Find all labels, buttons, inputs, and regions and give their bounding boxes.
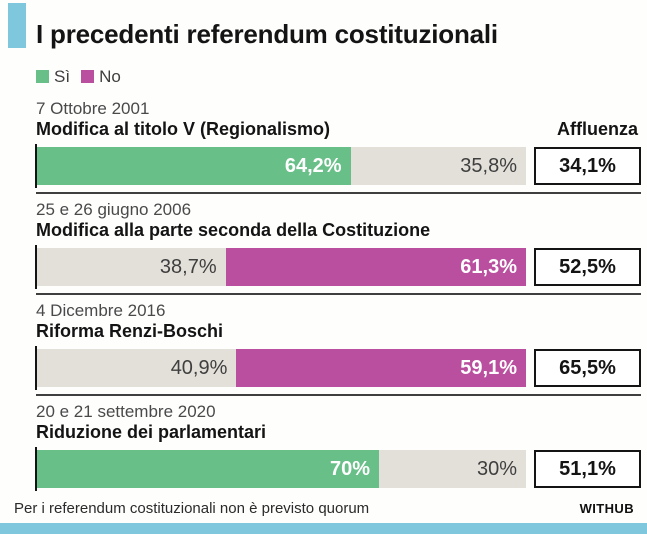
- affluenza-box: 65,5%: [534, 349, 641, 387]
- affluenza-header: Affluenza: [557, 119, 638, 139]
- section-date: 20 e 21 settembre 2020: [36, 402, 216, 421]
- bar-track: 38,7% 61,3%: [35, 245, 526, 289]
- bar-label-no: 59,1%: [460, 356, 517, 379]
- section-name-row: Riforma Renzi-Boschi: [36, 321, 641, 342]
- withub-credit: WITHUB: [579, 501, 634, 516]
- referendum-name: Riforma Renzi-Boschi: [36, 321, 224, 341]
- bar-label-si: 38,7%: [159, 255, 217, 278]
- affluenza-value: 51,1%: [559, 457, 616, 480]
- bar-label-si: 70%: [329, 457, 370, 480]
- legend-no-swatch-icon: [81, 70, 95, 83]
- section-divider: [36, 394, 641, 396]
- page-title: I precedenti referendum costituzionali: [36, 19, 498, 49]
- referendum-section-2016: 4 Dicembre 2016 Riforma Renzi-Boschi 40,…: [35, 301, 641, 396]
- section-divider: [36, 192, 641, 194]
- bar-row: 70% 30% 51,1%: [35, 447, 641, 491]
- section-date: 25 e 26 giugno 2006: [36, 200, 192, 219]
- section-name-row: Modifica alla parte seconda della Costit…: [36, 220, 641, 241]
- bar-segment-si: 70%: [36, 450, 379, 488]
- bar-track: 64,2% 35,8%: [35, 144, 526, 188]
- affluenza-box: 34,1%: [534, 147, 641, 185]
- bar-row: 38,7% 61,3% 52,5%: [35, 245, 641, 289]
- legend-no-label: No: [99, 66, 121, 86]
- legend: Sì No: [36, 66, 641, 86]
- bottom-accent-bar: [0, 523, 647, 534]
- bar-segment-si: 40,9%: [36, 349, 237, 387]
- referendum-section-2006: 25 e 26 giugno 2006 Modifica alla parte …: [35, 200, 641, 295]
- legend-si-swatch-icon: [36, 70, 49, 83]
- referendum-name: Modifica al titolo V (Regionalismo): [36, 119, 331, 139]
- bar-track: 40,9% 59,1%: [35, 346, 526, 390]
- legend-si-label: Sì: [54, 66, 71, 86]
- bar-segment-no: 61,3%: [225, 248, 526, 286]
- affluenza-box: 52,5%: [534, 248, 641, 286]
- section-name-row: Modifica al titolo V (Regionalismo) Affl…: [36, 119, 641, 140]
- affluenza-box: 51,1%: [534, 450, 641, 488]
- section-name-row: Riduzione dei parlamentari: [36, 422, 641, 443]
- referendum-name: Riduzione dei parlamentari: [36, 422, 267, 442]
- section-date: 4 Dicembre 2016: [36, 301, 166, 320]
- section-date: 7 Ottobre 2001: [36, 99, 150, 118]
- bar-label-no: 61,3%: [460, 255, 517, 278]
- bar-label-no: 35,8%: [460, 154, 517, 177]
- bar-segment-no: 59,1%: [236, 349, 526, 387]
- bar-label-si: 40,9%: [170, 356, 228, 379]
- referendum-section-2001: 7 Ottobre 2001 Modifica al titolo V (Reg…: [35, 99, 641, 194]
- referendum-name: Modifica alla parte seconda della Costit…: [36, 220, 431, 240]
- bar-row: 40,9% 59,1% 65,5%: [35, 346, 641, 390]
- content-area: I precedenti referendum costituzionali S…: [35, 0, 641, 491]
- bar-segment-no: 35,8%: [350, 147, 526, 185]
- bar-track: 70% 30%: [35, 447, 526, 491]
- section-divider: [36, 293, 641, 295]
- bar-segment-si: 38,7%: [36, 248, 226, 286]
- bar-label-si: 64,2%: [284, 154, 342, 177]
- bar-segment-no: 30%: [379, 450, 526, 488]
- bar-label-no: 30%: [476, 457, 517, 480]
- footer: Per i referendum costituzionali non è pr…: [14, 500, 634, 517]
- affluenza-value: 52,5%: [559, 255, 616, 278]
- bar-segment-si: 64,2%: [36, 147, 351, 185]
- affluenza-value: 65,5%: [559, 356, 616, 379]
- top-accent-bar: [8, 3, 26, 48]
- referendum-section-2020: 20 e 21 settembre 2020 Riduzione dei par…: [35, 402, 641, 491]
- bar-row: 64,2% 35,8% 34,1%: [35, 144, 641, 188]
- affluenza-value: 34,1%: [559, 154, 616, 177]
- footer-note: Per i referendum costituzionali non è pr…: [14, 500, 370, 517]
